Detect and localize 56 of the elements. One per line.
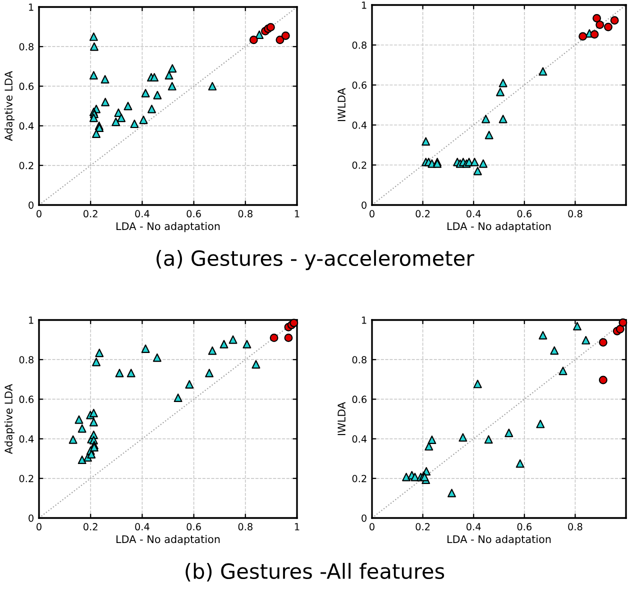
x-tick-label: 0.4: [135, 210, 150, 218]
x-tick-label: 0.6: [186, 210, 201, 218]
y-axis-title: IWLDA: [338, 402, 346, 436]
text: (a) Gestures - y-accelerometer: [156, 250, 474, 270]
y-tick-label: 0: [362, 514, 366, 522]
y-tick-label: 1: [362, 2, 366, 9]
x-tick-label: 0.4: [135, 523, 150, 530]
text: (b) Gestures -All features: [186, 562, 444, 582]
x-tick-label: 0: [370, 523, 374, 530]
x-tick-label: 0.4: [466, 210, 481, 218]
x-tick-label: 1: [294, 523, 300, 530]
x-tick-label: 0.2: [84, 210, 98, 218]
y-tick-label: 0.2: [19, 162, 34, 170]
y-tick-label: 0.6: [352, 81, 367, 89]
x-axis-title: LDA - No adaptation: [116, 222, 220, 232]
x-tick-label: 0.6: [517, 523, 532, 530]
x-tick-label: 0: [36, 210, 42, 218]
y-tick-label: 0.4: [19, 122, 34, 130]
y-tick-label: 0.6: [352, 396, 367, 404]
y-tick-label: 0.8: [19, 43, 34, 50]
x-tick-label: 0: [370, 210, 374, 218]
y-tick-label: 0.6: [19, 396, 34, 404]
x-tick-label: 0.8: [568, 523, 582, 530]
y-tick-label: 0.2: [352, 161, 366, 169]
x-tick-label: 1: [294, 210, 300, 218]
y-tick-label: 0.4: [19, 435, 34, 443]
y-tick-label: 0.6: [19, 82, 34, 90]
x-tick-label: 0.8: [568, 210, 582, 218]
x-axis-title: LDA - No adaptation: [448, 535, 551, 546]
y-axis-title: Adaptive LDA: [4, 384, 15, 454]
y-tick-label: 0: [28, 201, 34, 209]
y-tick-label: 1: [362, 316, 366, 324]
x-tick-label: 0.2: [416, 210, 430, 218]
y-tick-label: 0: [28, 514, 34, 522]
y-tick-label: 0.8: [352, 356, 366, 364]
x-tick-label: 0.4: [466, 523, 481, 530]
y-tick-label: 0.4: [352, 121, 367, 129]
y-axis-title: Adaptive LDA: [4, 70, 15, 142]
y-axis-title: IWLDA: [338, 88, 346, 122]
y-tick-label: 0.2: [19, 474, 34, 482]
y-tick-label: 0.8: [352, 41, 366, 49]
x-axis-title: LDA - No adaptation: [116, 535, 220, 546]
x-tick-label: 0.6: [517, 210, 532, 218]
y-tick-label: 0: [362, 201, 366, 209]
x-tick-label: 0.8: [238, 210, 252, 218]
x-tick-label: 0: [36, 523, 42, 530]
y-tick-label: 0.4: [352, 435, 367, 443]
x-tick-label: 0.2: [416, 523, 430, 530]
x-tick-label: 0.8: [238, 523, 252, 530]
y-tick-label: 0.2: [352, 474, 366, 482]
y-tick-label: 1: [29, 4, 34, 11]
y-tick-label: 1: [29, 316, 34, 324]
x-tick-label: 0.6: [186, 523, 201, 530]
y-tick-label: 0.8: [19, 356, 34, 364]
x-axis-title: LDA - No adaptation: [448, 222, 551, 232]
x-tick-label: 0.2: [84, 523, 98, 530]
